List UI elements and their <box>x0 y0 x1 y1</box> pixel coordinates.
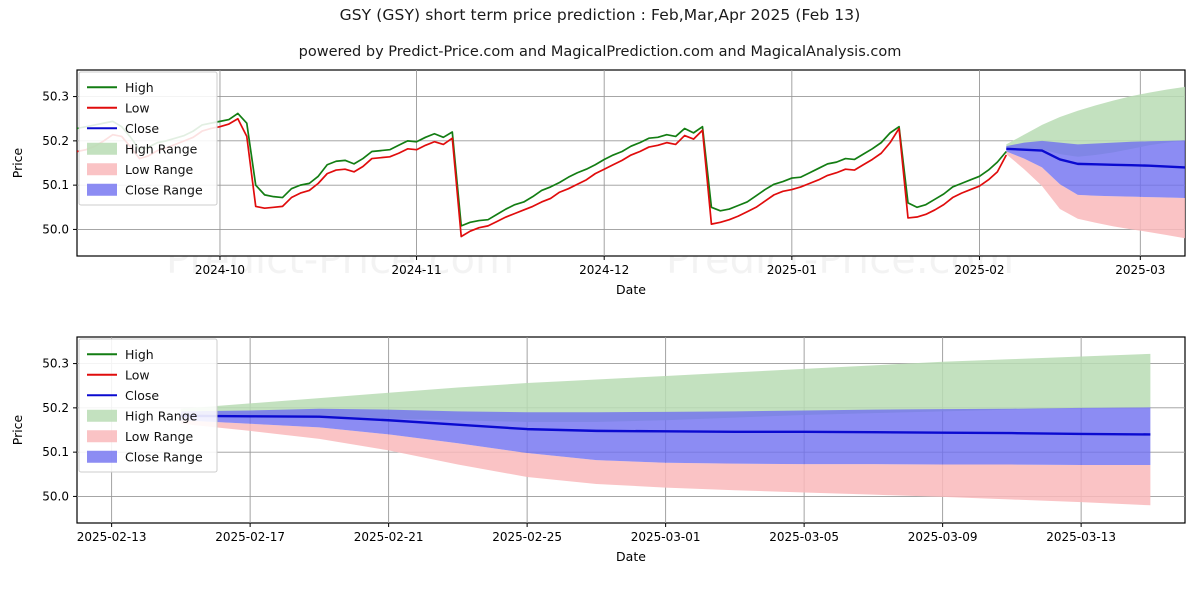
x-tick-label: 2024-10 <box>195 263 245 277</box>
legend-label: Close <box>125 121 159 136</box>
x-tick-label: 2024-12 <box>579 263 629 277</box>
x-tick-label: 2025-02-17 <box>215 530 285 544</box>
legend-swatch-band-high_range <box>87 409 117 422</box>
legend-label: High <box>125 347 154 362</box>
page-subtitle: powered by Predict-Price.com and Magical… <box>298 44 902 60</box>
legend-swatch-band-close_range <box>87 183 117 196</box>
legend-swatch-band-low_range <box>87 163 117 176</box>
y-tick-label: 50.0 <box>42 222 69 236</box>
legend-label: High <box>125 80 154 95</box>
x-tick-label: 2025-02-21 <box>354 530 424 544</box>
legend-swatch-band-close_range <box>87 450 117 463</box>
y-tick-label: 50.3 <box>42 357 69 371</box>
x-tick-label: 2025-03-13 <box>1046 530 1116 544</box>
x-tick-label: 2025-03-09 <box>908 530 978 544</box>
legend-label: Low Range <box>125 429 194 444</box>
plot-area <box>76 69 1186 257</box>
legend-label: Close <box>125 388 159 403</box>
x-tick-label: 2025-01 <box>767 263 817 277</box>
overview-chart: Predict-Price.comPredict-Price.comPredic… <box>10 69 1186 297</box>
y-tick-label: 50.2 <box>42 134 69 148</box>
x-tick-label: 2025-03-01 <box>631 530 701 544</box>
y-tick-label: 50.2 <box>42 401 69 415</box>
legend-label: Low Range <box>125 162 194 177</box>
y-tick-label: 50.3 <box>42 90 69 104</box>
y-tick-label: 50.0 <box>42 489 69 503</box>
x-tick-label: 2025-02-13 <box>77 530 147 544</box>
legend-swatch-band-high_range <box>87 142 117 155</box>
legend-label: Close Range <box>125 449 203 464</box>
x-axis-label: Date <box>616 549 646 564</box>
x-tick-label: 2025-03-05 <box>769 530 839 544</box>
series-line-high <box>77 112 1007 227</box>
legend-label: Close Range <box>125 182 203 197</box>
legend-swatch-band-low_range <box>87 430 117 443</box>
series-line-close <box>180 414 1151 436</box>
high-range-band <box>180 353 1151 423</box>
series-line-low <box>77 117 1008 238</box>
series-line-close <box>1006 147 1185 169</box>
x-axis-label: Date <box>616 282 646 297</box>
low-range-band <box>1006 151 1185 239</box>
y-axis-label: Price <box>10 414 25 445</box>
high-range-band <box>1006 86 1185 157</box>
page-title: GSY (GSY) short term price prediction : … <box>339 6 861 24</box>
x-tick-label: 2025-03 <box>1115 263 1165 277</box>
y-axis-label: Price <box>10 147 25 178</box>
x-tick-label: 2025-02-25 <box>492 530 562 544</box>
y-tick-label: 50.1 <box>42 445 69 459</box>
x-tick-label: 2025-02 <box>954 263 1004 277</box>
x-tick-label: 2024-11 <box>391 263 441 277</box>
y-tick-label: 50.1 <box>42 178 69 192</box>
legend-label: Low <box>125 100 150 115</box>
forecast-detail-chart: Predict-Price.comPredict-Price.com50.050… <box>10 336 1186 564</box>
legend-label: High Range <box>125 141 198 156</box>
legend-label: Low <box>125 367 150 382</box>
legend-label: High Range <box>125 408 198 423</box>
